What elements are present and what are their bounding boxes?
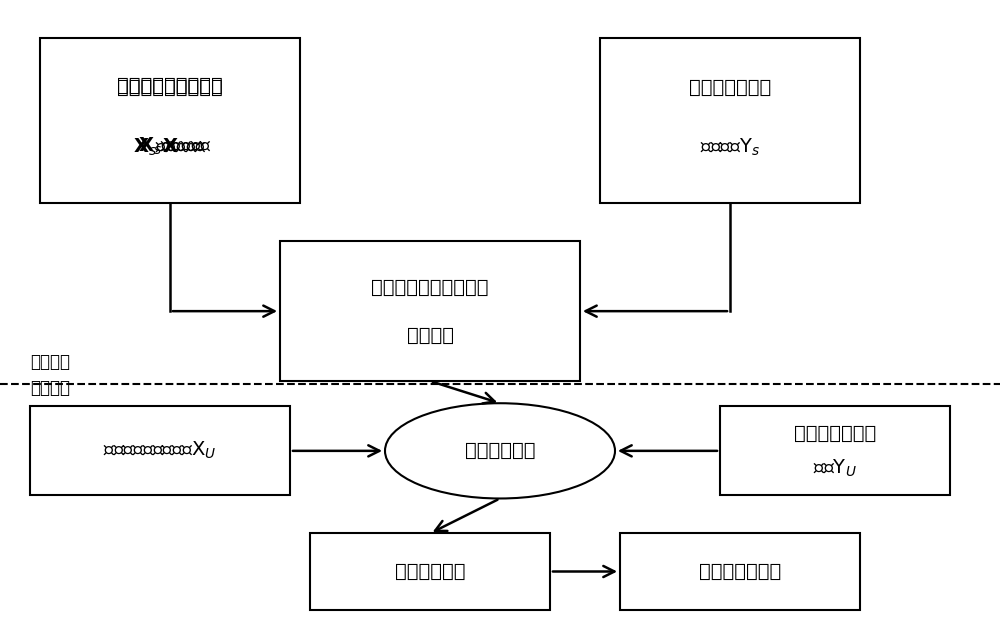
Text: 测试样本的类别: 测试样本的类别 xyxy=(699,562,781,581)
Bar xyxy=(600,38,860,203)
Text: 测试集合的视觉特征X$_U$: 测试集合的视觉特征X$_U$ xyxy=(103,440,217,462)
Text: 测试阶段: 测试阶段 xyxy=(30,379,70,397)
Bar xyxy=(30,406,290,495)
Text: 类别语义空间: 类别语义空间 xyxy=(465,441,535,460)
Ellipse shape xyxy=(385,403,615,498)
Text: 训练集合的视觉特征: 训练集合的视觉特征 xyxy=(117,78,223,97)
Text: $\mathbf{X}_s$及类别标签: $\mathbf{X}_s$及类别标签 xyxy=(138,135,212,157)
Text: 训练样本的类别: 训练样本的类别 xyxy=(689,78,771,97)
Text: 嵌入模型: 嵌入模型 xyxy=(407,326,454,345)
Bar xyxy=(40,38,300,203)
Bar xyxy=(620,533,860,610)
Text: 基于流形约束的跨模态: 基于流形约束的跨模态 xyxy=(371,277,489,297)
Text: X$_s$及类别标签: X$_s$及类别标签 xyxy=(133,137,207,158)
Text: X: X xyxy=(162,137,178,156)
Text: 最近邻分类器: 最近邻分类器 xyxy=(395,562,465,581)
Text: 训练阶段: 训练阶段 xyxy=(30,354,70,371)
Text: 特征Y$_U$: 特征Y$_U$ xyxy=(813,458,857,479)
Text: 语义特征Y$_s$: 语义特征Y$_s$ xyxy=(700,137,760,158)
Bar xyxy=(310,533,550,610)
Text: 测试类别的语义: 测试类别的语义 xyxy=(794,424,876,443)
Text: 训练集合的视觉特征: 训练集合的视觉特征 xyxy=(117,76,223,95)
Bar xyxy=(280,241,580,381)
Bar xyxy=(720,406,950,495)
